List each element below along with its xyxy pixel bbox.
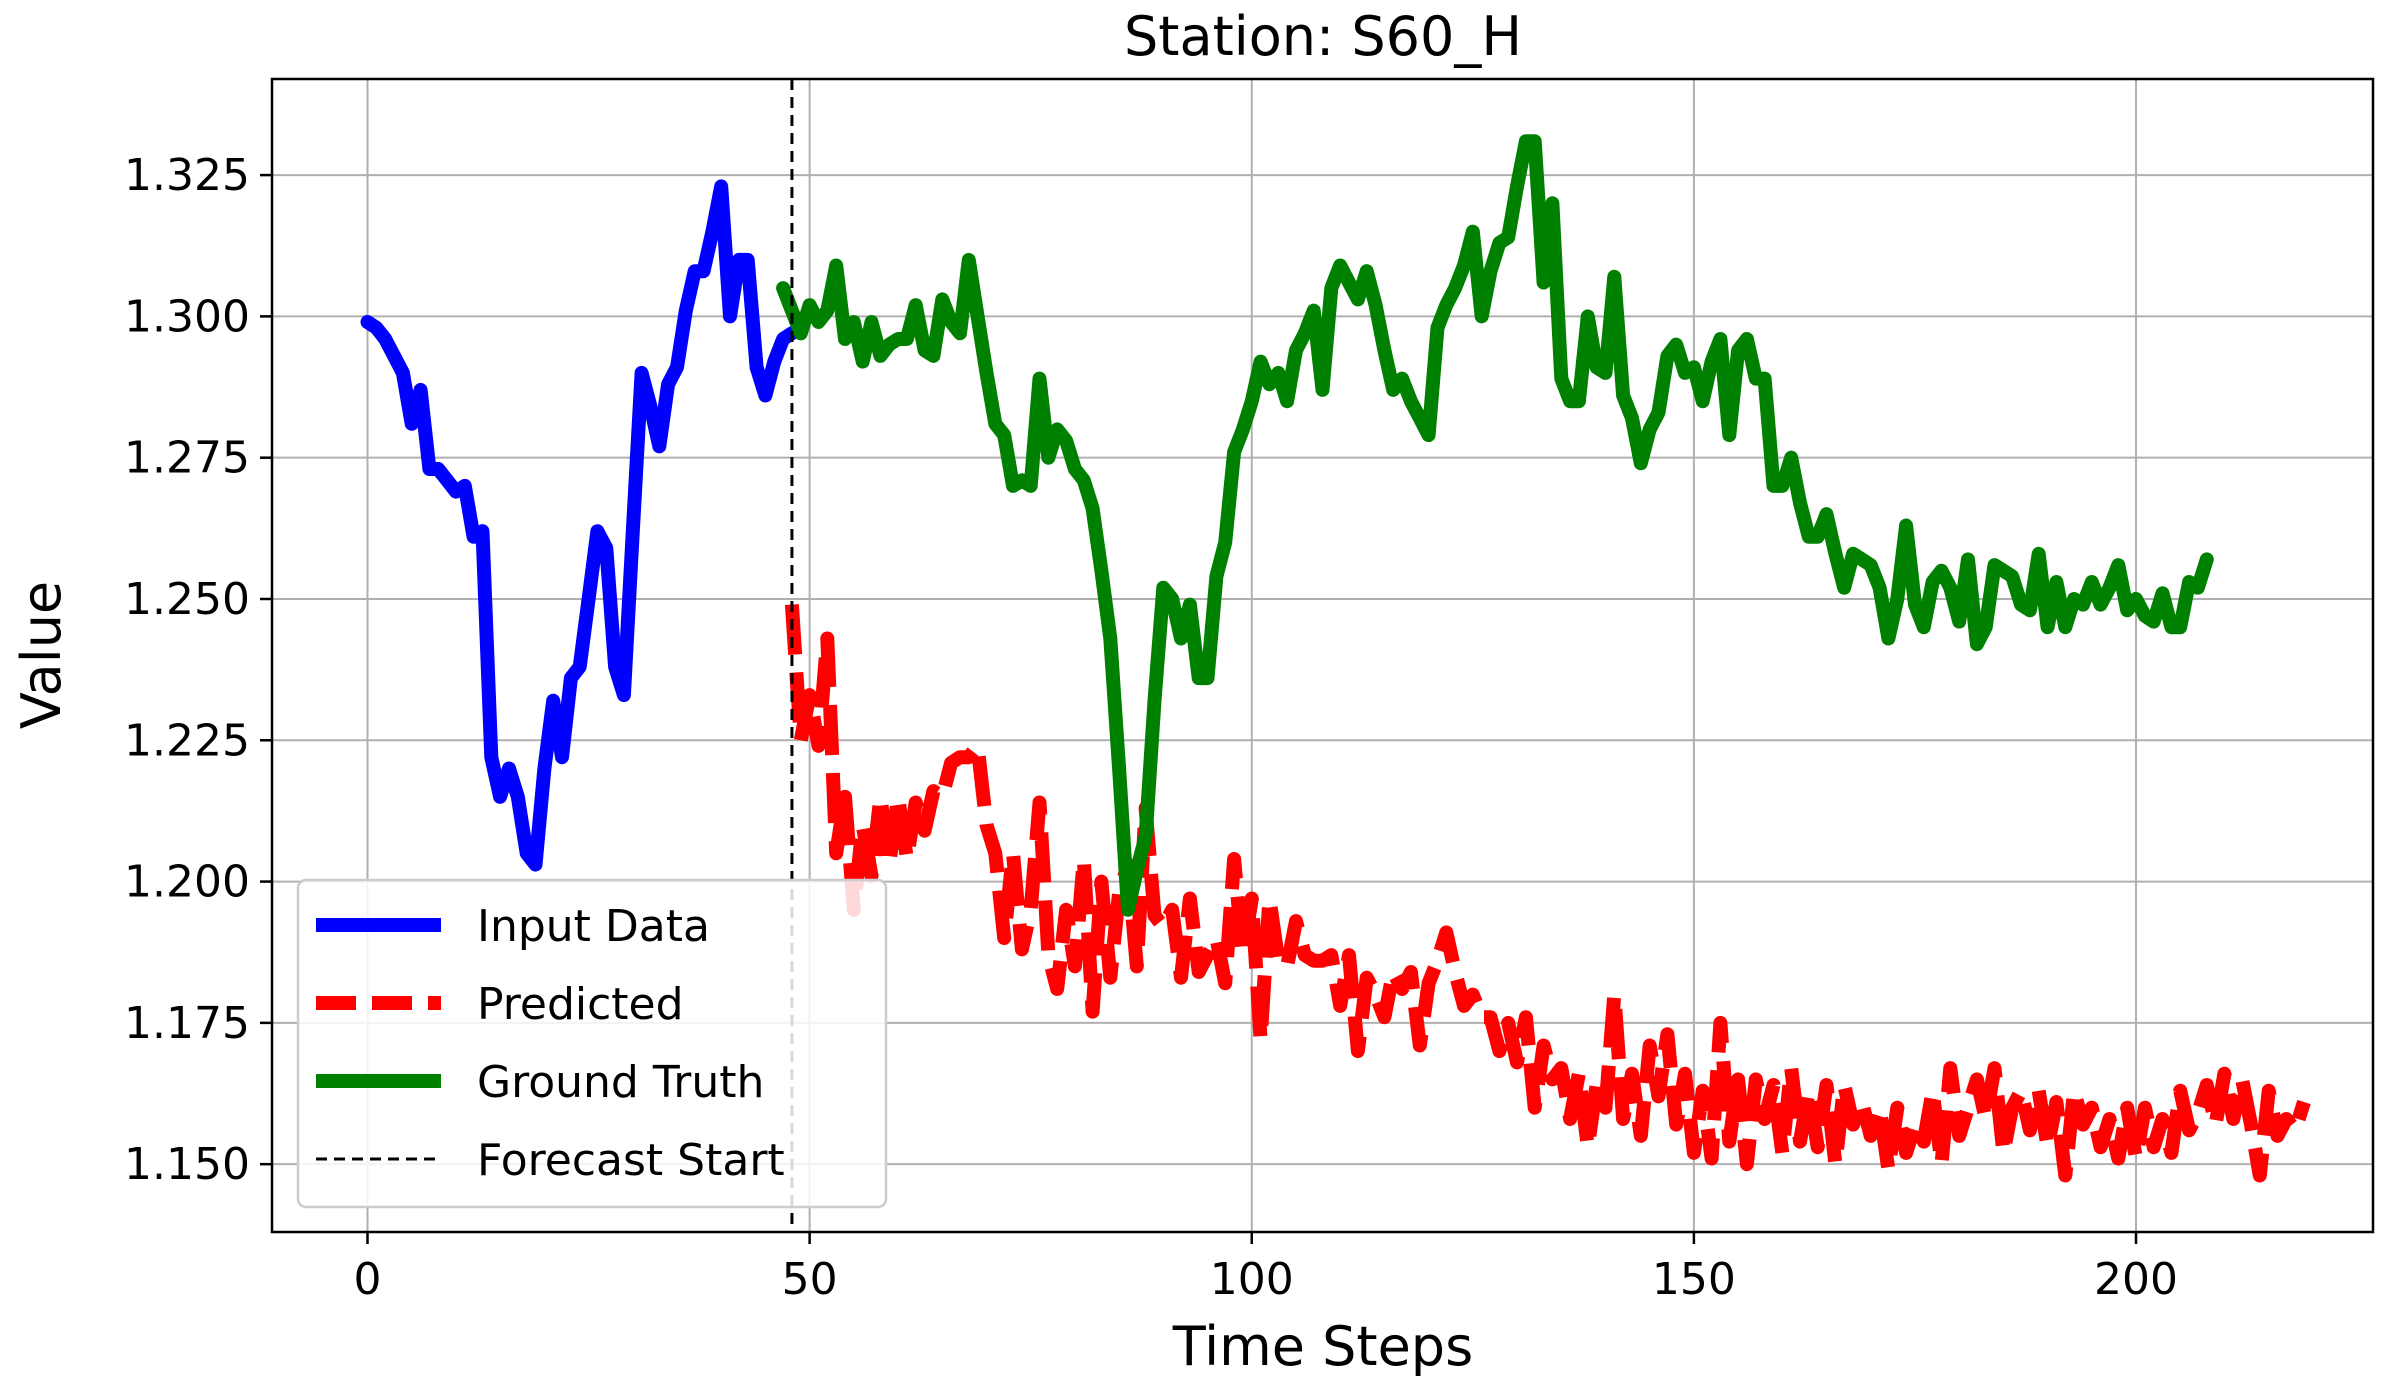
x-axis-label: Time Steps: [1172, 1315, 1473, 1376]
y-tick-label: 1.150: [124, 1139, 250, 1190]
x-tick-label: 50: [782, 1254, 838, 1305]
y-tick-label: 1.250: [124, 574, 250, 625]
x-tick-label: 100: [1210, 1254, 1294, 1305]
series-line-input-data: [360, 179, 799, 872]
y-tick-label: 1.300: [124, 291, 250, 342]
y-tick-label: 1.325: [124, 150, 250, 201]
legend-label: Forecast Start: [477, 1135, 785, 1186]
legend: Input Data Predicted Ground Truth Forecast …: [296, 878, 888, 1209]
legend-box: [296, 878, 888, 1209]
x-tick-label: 200: [2094, 1254, 2178, 1305]
series-line-predicted: [784, 604, 2311, 1183]
series-line-ground-truth: [776, 134, 2214, 917]
plot-frame: [270, 77, 2375, 1234]
chart-title: Station: S60_H: [1124, 5, 1522, 68]
y-tick-label: 1.275: [124, 433, 250, 484]
legend-label: Input Data: [477, 901, 710, 952]
legend-label: Predicted: [477, 979, 684, 1030]
x-axis: 0 50 100 150 200: [354, 1232, 2178, 1305]
y-axis: 1.150 1.175 1.200 1.225 1.250 1.275 1.300 1.325: [124, 150, 272, 1190]
x-tick-label: 150: [1652, 1254, 1736, 1305]
plot-lines: [360, 134, 2311, 1183]
x-tick-label: 0: [354, 1254, 382, 1305]
y-tick-label: 1.175: [124, 998, 250, 1049]
y-tick-label: 1.225: [124, 715, 250, 766]
y-tick-label: 1.200: [124, 857, 250, 908]
y-axis-label: Value: [10, 581, 73, 729]
legend-label: Ground Truth: [477, 1057, 764, 1108]
